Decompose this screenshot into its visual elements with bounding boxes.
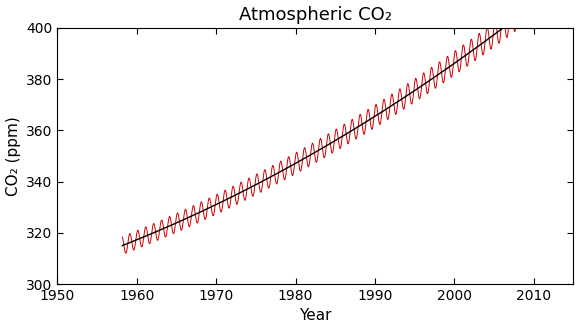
X-axis label: Year: Year — [299, 309, 332, 323]
Y-axis label: CO₂ (ppm): CO₂ (ppm) — [6, 116, 21, 196]
Title: Atmospheric CO₂: Atmospheric CO₂ — [239, 6, 392, 24]
